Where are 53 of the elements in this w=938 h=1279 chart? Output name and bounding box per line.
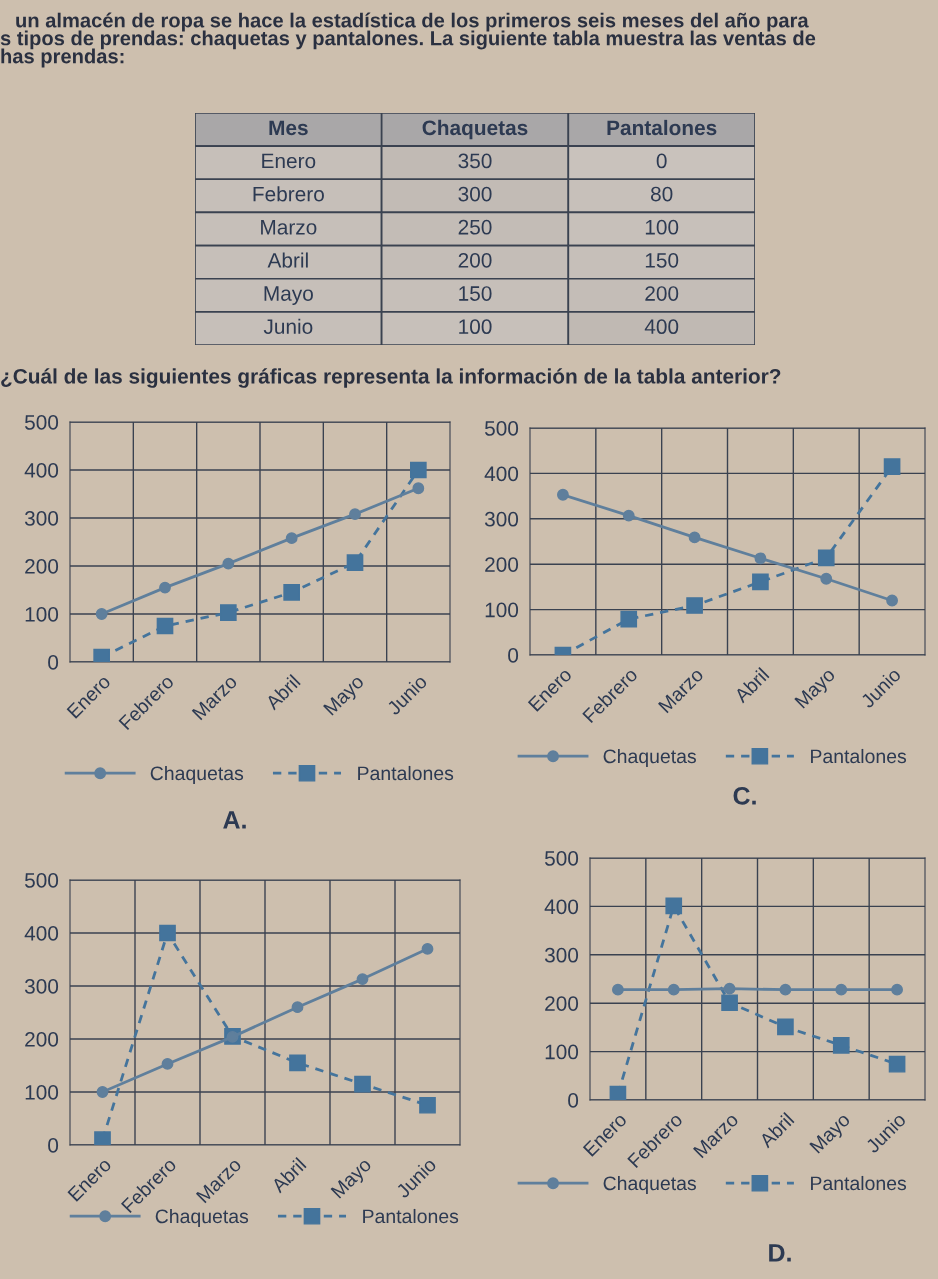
y-tick-label: 300	[24, 511, 59, 526]
data-label: 350	[458, 153, 492, 169]
y-tick-label: Febrero	[253, 186, 324, 202]
y-tick-label: 100	[25, 1085, 59, 1100]
text: C.	[733, 787, 756, 805]
legend-label: Pantalones	[363, 1208, 459, 1224]
y-tick-label: 400	[24, 926, 59, 941]
y-tick-label: 500	[24, 873, 59, 888]
data-label: 250	[458, 219, 492, 235]
legend-label: Chaquetas	[150, 765, 244, 785]
data-label: 400	[644, 319, 679, 335]
y-tick-label: 200	[25, 559, 59, 574]
y-tick-label: 400	[544, 899, 579, 915]
y-tick-label: 400	[24, 463, 59, 478]
y-tick-label: 200	[25, 1032, 59, 1047]
y-tick-label: 300	[484, 511, 519, 527]
data-label: 150	[459, 286, 492, 301]
data-label: 300	[458, 186, 492, 202]
data-label: 200	[645, 286, 679, 301]
text: ¿Cuál de las siguientes gráficas representa la información de la tabla anterior?	[1, 368, 781, 388]
y-tick-label: Mayo	[264, 286, 313, 305]
y-tick-label: 100	[485, 602, 519, 618]
data-label: 150	[645, 252, 679, 268]
legend-label: Pantalones	[811, 748, 907, 764]
text: has prendas:	[1, 48, 124, 68]
y-tick-label: 200	[485, 557, 519, 572]
text: A.	[223, 811, 246, 829]
y-tick-label: Marzo	[261, 220, 317, 235]
text: D.	[769, 1244, 791, 1262]
y-tick-label: Junio	[263, 318, 313, 335]
y-tick-label: 500	[484, 421, 519, 436]
legend-label: Pantalones	[358, 765, 454, 781]
y-tick-label: 500	[24, 415, 59, 430]
data-label: 0	[656, 153, 667, 169]
legend-label: Chaquetas	[603, 748, 696, 768]
y-tick-label: 0	[568, 1093, 579, 1108]
y-tick-label: 0	[48, 655, 59, 670]
y-tick-label: 200	[545, 996, 579, 1011]
y-tick-label: 0	[48, 1138, 59, 1153]
y-tick-label: Enero	[262, 153, 316, 169]
data-label: 100	[645, 219, 679, 235]
y-tick-label: 100	[545, 1044, 579, 1060]
y-tick-label: 300	[544, 947, 579, 963]
y-tick-label: 500	[544, 851, 579, 866]
data-label: 200	[458, 252, 492, 268]
y-tick-label: 100	[25, 607, 59, 622]
y-tick-label: 400	[484, 466, 519, 482]
y-tick-label: Abril	[267, 252, 308, 268]
y-tick-label: 300	[24, 979, 59, 994]
y-axis-title: Mes	[269, 120, 308, 136]
data-label: 80	[650, 186, 673, 202]
y-tick-label: 0	[508, 648, 519, 663]
data-label: 100	[459, 319, 492, 335]
